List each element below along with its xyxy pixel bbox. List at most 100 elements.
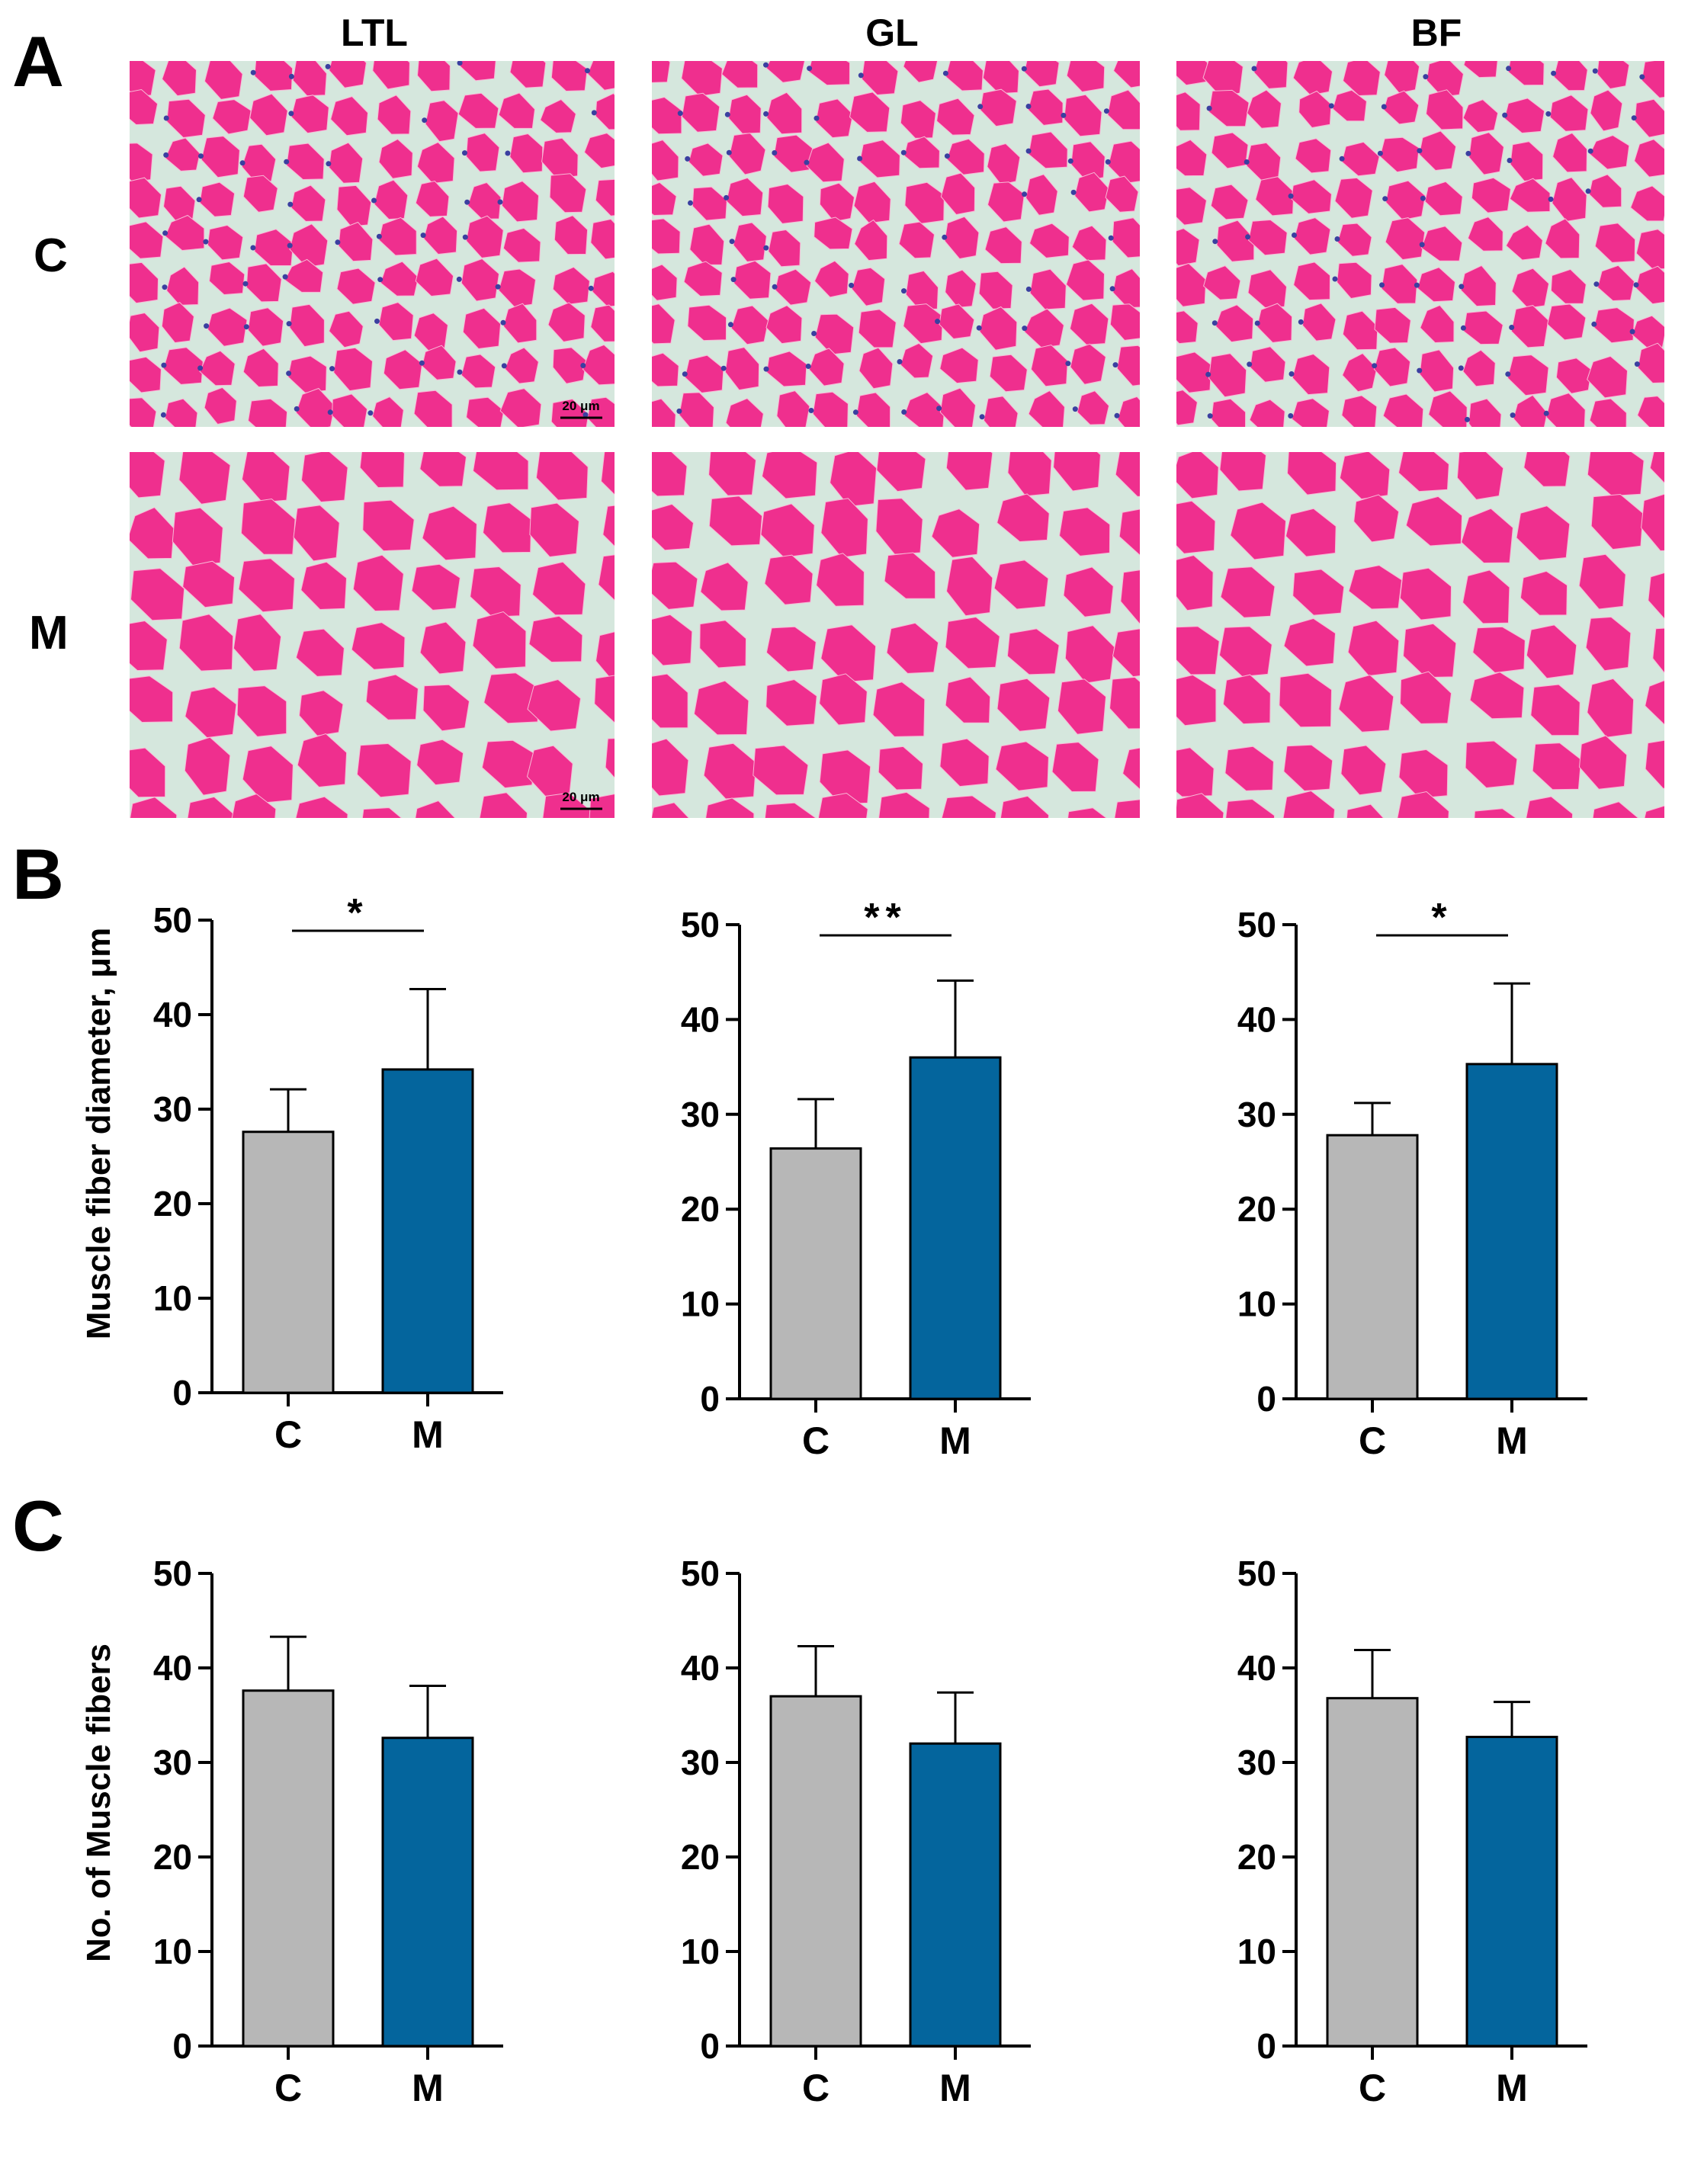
muscle-fiber [1253, 61, 1288, 89]
muscle-fiber [1292, 61, 1333, 96]
muscle-fiber [858, 347, 894, 390]
x-tick-label-m: M [412, 2067, 444, 2109]
nucleus [501, 363, 507, 369]
muscle-fiber [295, 628, 345, 677]
muscle-fiber [996, 493, 1050, 543]
muscle-fiber [1107, 89, 1140, 130]
muscle-fiber [201, 136, 240, 178]
bar-c [769, 1147, 862, 1400]
muscle-fiber [761, 452, 818, 499]
nucleus [1459, 284, 1465, 290]
muscle-fiber [699, 620, 747, 669]
muscle-fiber [878, 791, 930, 818]
muscle-fiber [1051, 742, 1099, 793]
x-tick-label-m: M [939, 1419, 971, 1462]
nucleus [720, 365, 727, 371]
muscle-fiber-cells [652, 61, 1140, 427]
nucleus [1211, 320, 1218, 326]
muscle-fiber [292, 61, 327, 97]
muscle-fiber [416, 739, 464, 786]
muscle-fiber-cells [652, 452, 1140, 818]
nucleus [419, 360, 425, 366]
muscle-fiber [1220, 566, 1276, 618]
muscle-fiber [289, 303, 325, 348]
muscle-fiber [416, 61, 451, 92]
muscle-fiber [652, 264, 678, 301]
scale-bar-label: 20 μm [562, 790, 599, 804]
muscle-fiber [1339, 452, 1391, 500]
muscle-fiber [692, 186, 727, 221]
muscle-fiber [600, 452, 615, 495]
nucleus [1072, 406, 1078, 412]
y-tick-label: 40 [153, 995, 192, 1034]
muscle-fiber [861, 61, 899, 96]
muscle-fiber [700, 562, 749, 611]
muscle-fiber [1507, 61, 1545, 86]
nucleus [1103, 108, 1109, 114]
bar-m [909, 1742, 1002, 2048]
muscle-fiber [1649, 452, 1664, 484]
muscle-fiber [238, 558, 295, 613]
muscle-fiber [207, 224, 244, 261]
muscle-fiber [199, 350, 236, 386]
muscle-fiber [900, 342, 934, 379]
nucleus [935, 319, 941, 325]
muscle-fiber [1468, 398, 1502, 427]
y-tick-label: 20 [681, 1189, 720, 1229]
muscle-fiber [1176, 500, 1216, 554]
nucleus [763, 366, 769, 372]
muscle-fiber [204, 386, 237, 425]
nucleus [591, 110, 597, 116]
nucleus [942, 70, 948, 76]
y-tick-label: 40 [1237, 1648, 1276, 1688]
y-tick-label: 10 [153, 1932, 192, 1971]
muscle-fiber [482, 502, 532, 553]
muscle-fiber [1384, 61, 1420, 94]
muscle-fiber [241, 143, 277, 185]
nucleus [1108, 235, 1114, 241]
muscle-fiber [472, 611, 527, 669]
muscle-fiber [164, 398, 198, 427]
nucleus [286, 321, 292, 327]
muscle-fiber [1637, 342, 1664, 384]
nucleus [585, 68, 590, 74]
muscle-fiber [290, 95, 329, 134]
muscle-fiber [550, 398, 589, 427]
muscle-fiber [184, 736, 231, 796]
nucleus [900, 149, 907, 156]
nucleus [1633, 282, 1639, 288]
muscle-fiber [1587, 678, 1635, 738]
nucleus [163, 152, 169, 158]
nucleus [726, 149, 732, 156]
muscle-fiber [472, 452, 529, 491]
muscle-fiber [1071, 225, 1107, 261]
nucleus [1639, 74, 1645, 80]
muscle-fiber [419, 452, 467, 487]
nucleus [1207, 413, 1213, 419]
muscle-fiber [1030, 344, 1068, 387]
muscle-fiber [1420, 226, 1463, 261]
muscle-fiber [361, 807, 403, 818]
muscle-fiber [295, 796, 348, 818]
muscle-fiber [356, 742, 412, 798]
muscle-fiber [1070, 141, 1106, 181]
muscle-fiber [1067, 807, 1107, 818]
nucleus [724, 111, 730, 117]
muscle-fiber [289, 223, 329, 268]
nucleus [1417, 367, 1423, 374]
muscle-fiber [1467, 216, 1503, 252]
muscle-fiber [527, 678, 582, 732]
y-tick-label: 40 [1237, 999, 1276, 1039]
muscle-fiber [1462, 99, 1499, 133]
nucleus [326, 161, 332, 167]
muscle-fiber [1516, 505, 1571, 561]
muscle-fiber [1641, 493, 1664, 552]
muscle-fiber [329, 61, 367, 88]
muscle-fiber [178, 614, 234, 672]
nucleus [1507, 158, 1513, 163]
muscle-fiber [338, 221, 374, 262]
muscle-fiber [416, 142, 455, 184]
muscle-fiber [300, 561, 348, 611]
y-tick-label: 20 [153, 1184, 192, 1223]
nucleus [1022, 326, 1028, 332]
